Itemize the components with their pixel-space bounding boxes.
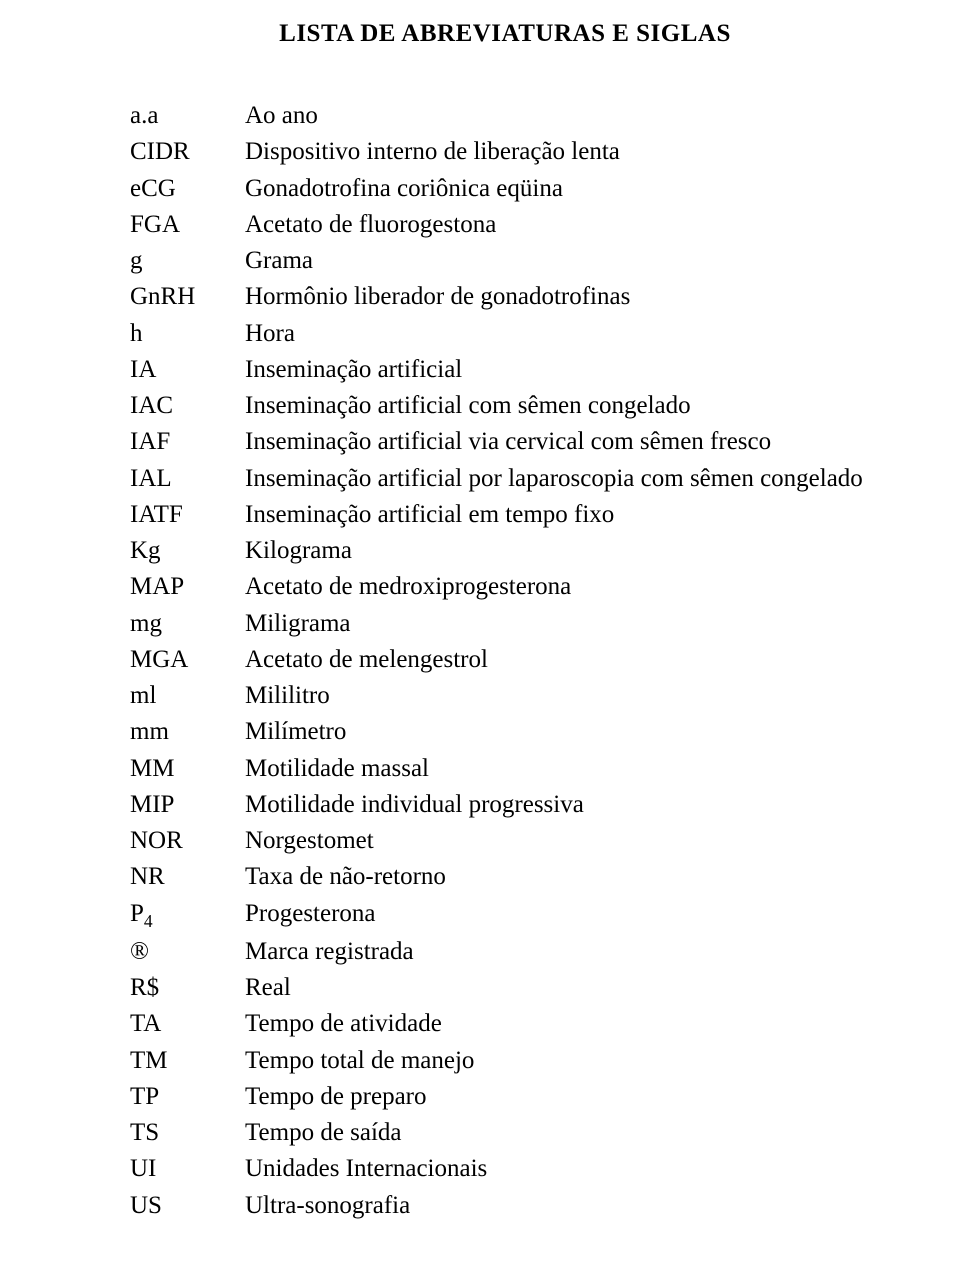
definition: Milímetro	[245, 714, 880, 750]
list-item: IALInseminação artificial por laparoscop…	[130, 461, 880, 497]
definition: Kilograma	[245, 533, 880, 569]
definition: Tempo de preparo	[245, 1079, 880, 1115]
abbreviation: IATF	[130, 497, 245, 533]
abbreviation: TP	[130, 1079, 245, 1115]
definition: Inseminação artificial com sêmen congela…	[245, 388, 880, 424]
abbreviation: Kg	[130, 533, 245, 569]
definition: Unidades Internacionais	[245, 1151, 880, 1187]
abbreviation: MM	[130, 751, 245, 787]
abbreviation: a.a	[130, 98, 245, 134]
definition: Marca registrada	[245, 934, 880, 970]
abbreviation: TA	[130, 1006, 245, 1042]
definition: Taxa de não-retorno	[245, 859, 880, 895]
list-item: IAInseminação artificial	[130, 352, 880, 388]
abbreviation: IA	[130, 352, 245, 388]
list-item: ®Marca registrada	[130, 934, 880, 970]
definition: Acetato de melengestrol	[245, 642, 880, 678]
list-item: mmMilímetro	[130, 714, 880, 750]
list-item: TPTempo de preparo	[130, 1079, 880, 1115]
abbreviation: eCG	[130, 171, 245, 207]
list-item: MMMotilidade massal	[130, 751, 880, 787]
definition: Gonadotrofina coriônica eqüina	[245, 171, 880, 207]
list-item: IACInseminação artificial com sêmen cong…	[130, 388, 880, 424]
list-item: R$Real	[130, 970, 880, 1006]
list-item: TATempo de atividade	[130, 1006, 880, 1042]
abbreviation: mm	[130, 714, 245, 750]
abbreviation: NR	[130, 859, 245, 895]
abbreviation: mg	[130, 606, 245, 642]
definition: Inseminação artificial via cervical com …	[245, 424, 880, 460]
list-item: NORNorgestomet	[130, 823, 880, 859]
definition: Dispositivo interno de liberação lenta	[245, 134, 880, 170]
list-item: P4Progesterona	[130, 896, 880, 934]
definition: Mililitro	[245, 678, 880, 714]
list-item: MIPMotilidade individual progressiva	[130, 787, 880, 823]
abbreviation: TM	[130, 1043, 245, 1079]
list-item: MGAAcetato de melengestrol	[130, 642, 880, 678]
list-item: hHora	[130, 316, 880, 352]
abbreviation: FGA	[130, 207, 245, 243]
list-item: mgMiligrama	[130, 606, 880, 642]
abbreviation: ml	[130, 678, 245, 714]
list-item: MAPAcetato de medroxiprogesterona	[130, 569, 880, 605]
abbreviation: MGA	[130, 642, 245, 678]
definition: Acetato de medroxiprogesterona	[245, 569, 880, 605]
definition: Hora	[245, 316, 880, 352]
list-item: FGAAcetato de fluorogestona	[130, 207, 880, 243]
list-item: KgKilograma	[130, 533, 880, 569]
definition: Inseminação artificial por laparoscopia …	[245, 461, 880, 497]
list-item: a.aAo ano	[130, 98, 880, 134]
abbreviation: UI	[130, 1151, 245, 1187]
definition: Motilidade individual progressiva	[245, 787, 880, 823]
list-item: TSTempo de saída	[130, 1115, 880, 1151]
abbreviation: IAL	[130, 461, 245, 497]
list-item: UIUnidades Internacionais	[130, 1151, 880, 1187]
definition: Miligrama	[245, 606, 880, 642]
definition: Inseminação artificial	[245, 352, 880, 388]
definition: Progesterona	[245, 896, 880, 932]
abbreviation: CIDR	[130, 134, 245, 170]
abbreviation: MAP	[130, 569, 245, 605]
abbreviation: g	[130, 243, 245, 279]
definition: Grama	[245, 243, 880, 279]
abbreviation-subscript: 4	[144, 911, 153, 931]
page-title: LISTA DE ABREVIATURAS E SIGLAS	[130, 20, 880, 48]
definition: Tempo total de manejo	[245, 1043, 880, 1079]
abbreviation: h	[130, 316, 245, 352]
definition: Acetato de fluorogestona	[245, 207, 880, 243]
definition: Norgestomet	[245, 823, 880, 859]
abbreviation: TS	[130, 1115, 245, 1151]
definition: Tempo de atividade	[245, 1006, 880, 1042]
definition: Inseminação artificial em tempo fixo	[245, 497, 880, 533]
abbreviation: R$	[130, 970, 245, 1006]
abbreviation: US	[130, 1188, 245, 1224]
list-item: gGrama	[130, 243, 880, 279]
definition: Real	[245, 970, 880, 1006]
list-item: GnRHHormônio liberador de gonadotrofinas	[130, 279, 880, 315]
abbreviation: IAC	[130, 388, 245, 424]
definition: Motilidade massal	[245, 751, 880, 787]
abbreviation: ®	[130, 934, 245, 970]
abbreviation: P4	[130, 896, 245, 934]
list-item: CIDRDispositivo interno de liberação len…	[130, 134, 880, 170]
list-item: TMTempo total de manejo	[130, 1043, 880, 1079]
definition: Ao ano	[245, 98, 880, 134]
abbreviation: NOR	[130, 823, 245, 859]
list-item: IATFInseminação artificial em tempo fixo	[130, 497, 880, 533]
list-item: NRTaxa de não-retorno	[130, 859, 880, 895]
definition: Tempo de saída	[245, 1115, 880, 1151]
definition: Ultra-sonografia	[245, 1188, 880, 1224]
abbreviation-list: a.aAo anoCIDRDispositivo interno de libe…	[130, 98, 880, 1224]
definition: Hormônio liberador de gonadotrofinas	[245, 279, 880, 315]
abbreviation: MIP	[130, 787, 245, 823]
list-item: IAFInseminação artificial via cervical c…	[130, 424, 880, 460]
abbreviation: IAF	[130, 424, 245, 460]
abbreviation: GnRH	[130, 279, 245, 315]
list-item: eCGGonadotrofina coriônica eqüina	[130, 171, 880, 207]
list-item: mlMililitro	[130, 678, 880, 714]
page: LISTA DE ABREVIATURAS E SIGLAS a.aAo ano…	[0, 0, 960, 1286]
list-item: USUltra-sonografia	[130, 1188, 880, 1224]
